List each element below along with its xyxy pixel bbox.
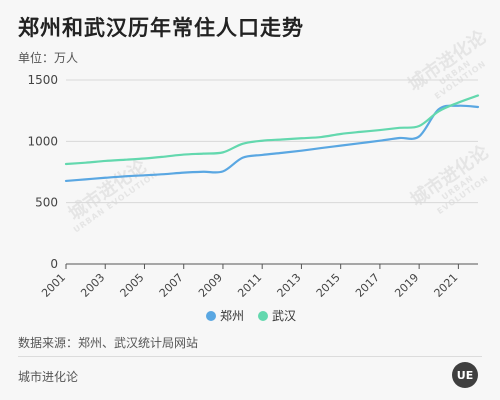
footer-divider [18, 356, 482, 357]
brand-logo: UE [452, 362, 478, 388]
x-tick-label: 2017 [353, 271, 382, 300]
y-tick-label: 1000 [27, 134, 58, 148]
x-tick-label: 2015 [314, 271, 343, 300]
x-tick-label: 2007 [157, 271, 186, 300]
chart-title: 郑州和武汉历年常住人口走势 [18, 16, 304, 40]
x-tick-label: 2001 [39, 271, 68, 300]
legend-label: 武汉 [272, 309, 296, 323]
legend-marker [206, 311, 216, 321]
legend-label: 郑州 [220, 308, 244, 323]
y-tick-label: 1500 [27, 73, 58, 87]
x-tick-label: 2019 [392, 271, 421, 300]
y-tick-label: 500 [35, 196, 58, 210]
legend-marker [258, 311, 268, 321]
data-source: 数据来源：郑州、武汉统计局网站 [18, 336, 199, 350]
series-line-wuhan [64, 94, 480, 166]
x-tick-label: 2011 [235, 271, 264, 300]
unit-label: 单位：万人 [18, 51, 79, 65]
x-tick-label: 2021 [432, 271, 461, 300]
x-tick-label: 2003 [78, 271, 107, 300]
x-tick-label: 2013 [275, 271, 304, 300]
brand-name: 城市进化论 [18, 370, 79, 384]
line-chart: 0 500 1000 1500 2001 2003 2005 2007 2009 2011 2013… [27, 73, 480, 323]
y-tick-label: 0 [50, 257, 58, 271]
series-line-zhengzhou [64, 104, 480, 183]
x-tick-label: 2009 [196, 271, 225, 300]
x-tick-label: 2005 [118, 271, 147, 300]
